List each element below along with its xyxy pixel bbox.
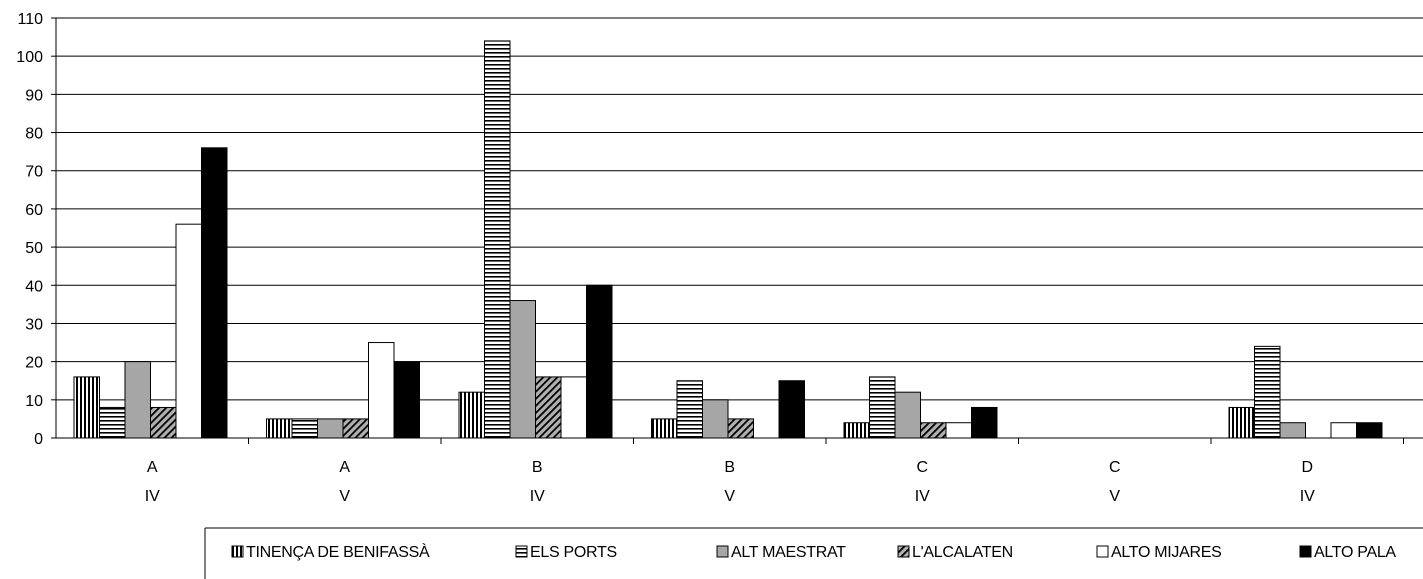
bar-l-alcalaten: [535, 376, 562, 439]
bar-alto-mijares: [945, 422, 972, 439]
bar-alto-pala: [778, 380, 805, 439]
y-tick-label: 10: [25, 393, 43, 410]
legend-label: ELS PORTS: [530, 544, 617, 561]
bar-alto-pala: [586, 284, 613, 439]
bar-l-alcalaten: [920, 422, 947, 439]
x-tick-label: IV: [915, 488, 930, 505]
y-tick-label: 70: [25, 164, 43, 181]
bar-alt-maestrat: [317, 418, 344, 439]
bar-els-ports: [676, 380, 703, 439]
bar-l-alcalaten: [150, 406, 177, 439]
bar-tinen-a-de-benifass: [1228, 406, 1255, 439]
x-tick-label: A: [339, 459, 350, 476]
y-tick-label: 60: [25, 202, 43, 219]
legend-swatch: [716, 545, 729, 558]
bars: [73, 40, 1383, 439]
x-tick-label: V: [724, 488, 735, 505]
x-tick-label: C: [1109, 459, 1121, 476]
legend-swatch: [1299, 545, 1312, 558]
y-tick-label: 0: [34, 431, 43, 448]
y-tick-label: 50: [25, 240, 43, 257]
legend-swatch: [897, 545, 910, 558]
bar-alto-mijares: [368, 342, 395, 439]
legend-label: TINENÇA DE BENIFASSÀ: [246, 542, 430, 561]
legend-label: ALTO MIJARES: [1111, 544, 1222, 561]
bar-alto-pala: [1356, 422, 1383, 439]
x-tick-label: IV: [145, 488, 160, 505]
bar-els-ports: [869, 376, 896, 439]
gridlines: [56, 17, 1423, 401]
x-tick-label: B: [532, 459, 543, 476]
axes: [51, 17, 1423, 444]
bar-alt-maestrat: [894, 391, 921, 439]
x-tick-label: IV: [1300, 488, 1315, 505]
x-tick-label: V: [339, 488, 350, 505]
legend-label: L'ALCALATEN: [912, 544, 1013, 561]
bar-alt-maestrat: [702, 399, 729, 439]
bar-alto-mijares: [1330, 422, 1357, 439]
x-tick-label: C: [916, 459, 928, 476]
bar-tinen-a-de-benifass: [843, 422, 870, 439]
bar-tinen-a-de-benifass: [73, 376, 100, 439]
bar-l-alcalaten: [342, 418, 369, 439]
axis-labels: 0102030405060708090100110AIVAVBIVBVCIVCV…: [16, 11, 1315, 505]
y-tick-label: 20: [25, 355, 43, 372]
x-tick-label: B: [724, 459, 735, 476]
legend-label: ALT MAESTRAT: [731, 544, 846, 561]
bar-tinen-a-de-benifass: [651, 418, 678, 439]
y-tick-label: 100: [16, 49, 43, 66]
legend-label: ALTO PALA: [1314, 544, 1396, 561]
bar-alto-pala: [971, 406, 998, 439]
x-tick-label: V: [1109, 488, 1120, 505]
bar-alt-maestrat: [509, 300, 536, 439]
x-tick-label: D: [1301, 459, 1313, 476]
legend-swatch: [515, 545, 528, 558]
legend-swatch: [231, 545, 244, 558]
bar-l-alcalaten: [727, 418, 754, 439]
y-tick-label: 110: [17, 11, 43, 28]
bar-els-ports: [99, 406, 126, 439]
bar-alto-mijares: [560, 376, 587, 439]
x-tick-label: IV: [530, 488, 545, 505]
x-tick-label: A: [147, 459, 158, 476]
bar-tinen-a-de-benifass: [458, 391, 485, 439]
bar-alto-pala: [201, 147, 228, 439]
bar-alt-maestrat: [1279, 422, 1306, 439]
bar-alt-maestrat: [124, 361, 151, 439]
bar-els-ports: [291, 418, 318, 439]
bar-els-ports: [1254, 345, 1281, 439]
legend-swatch: [1096, 545, 1109, 558]
y-tick-label: 30: [25, 316, 43, 333]
y-tick-label: 80: [25, 126, 43, 143]
bar-alto-mijares: [175, 223, 202, 439]
bar-alto-pala: [393, 361, 420, 439]
y-tick-label: 40: [25, 278, 43, 295]
y-tick-label: 90: [25, 87, 43, 104]
legend: TINENÇA DE BENIFASSÀ ELS PORTS ALT MAESTRA…: [204, 527, 1423, 579]
bar-els-ports: [484, 40, 511, 439]
bar-tinen-a-de-benifass: [266, 418, 293, 439]
